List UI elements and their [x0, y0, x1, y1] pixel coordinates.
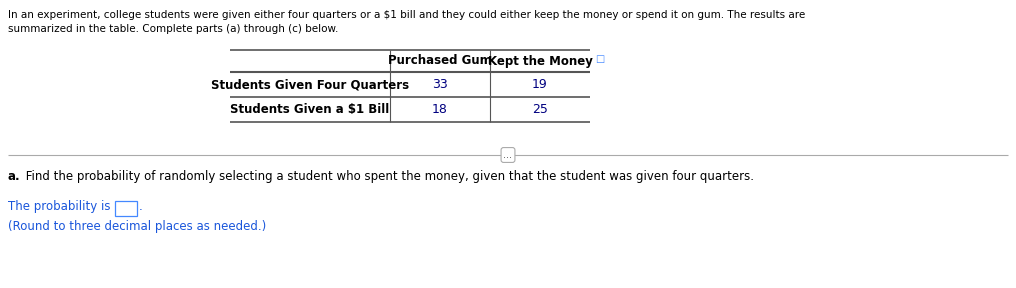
Text: Students Given Four Quarters: Students Given Four Quarters: [211, 78, 409, 91]
Text: (Round to three decimal places as needed.): (Round to three decimal places as needed…: [8, 220, 266, 233]
Text: □: □: [595, 54, 605, 64]
Text: Find the probability of randomly selecting a student who spent the money, given : Find the probability of randomly selecti…: [22, 170, 754, 183]
Text: summarized in the table. Complete parts (a) through (c) below.: summarized in the table. Complete parts …: [8, 24, 338, 34]
Text: The probability is: The probability is: [8, 200, 111, 213]
Text: 25: 25: [532, 103, 548, 116]
Text: 18: 18: [432, 103, 448, 116]
Text: In an experiment, college students were given either four quarters or a $1 bill : In an experiment, college students were …: [8, 10, 806, 20]
Text: .: .: [139, 200, 143, 213]
Bar: [115, 201, 137, 216]
Text: Purchased Gum: Purchased Gum: [388, 54, 492, 67]
Text: Kept the Money: Kept the Money: [488, 54, 592, 67]
Text: Students Given a $1 Bill: Students Given a $1 Bill: [231, 103, 389, 116]
Text: 19: 19: [532, 78, 548, 91]
Text: ...: ...: [504, 150, 512, 160]
Text: 33: 33: [432, 78, 448, 91]
Text: a.: a.: [8, 170, 20, 183]
